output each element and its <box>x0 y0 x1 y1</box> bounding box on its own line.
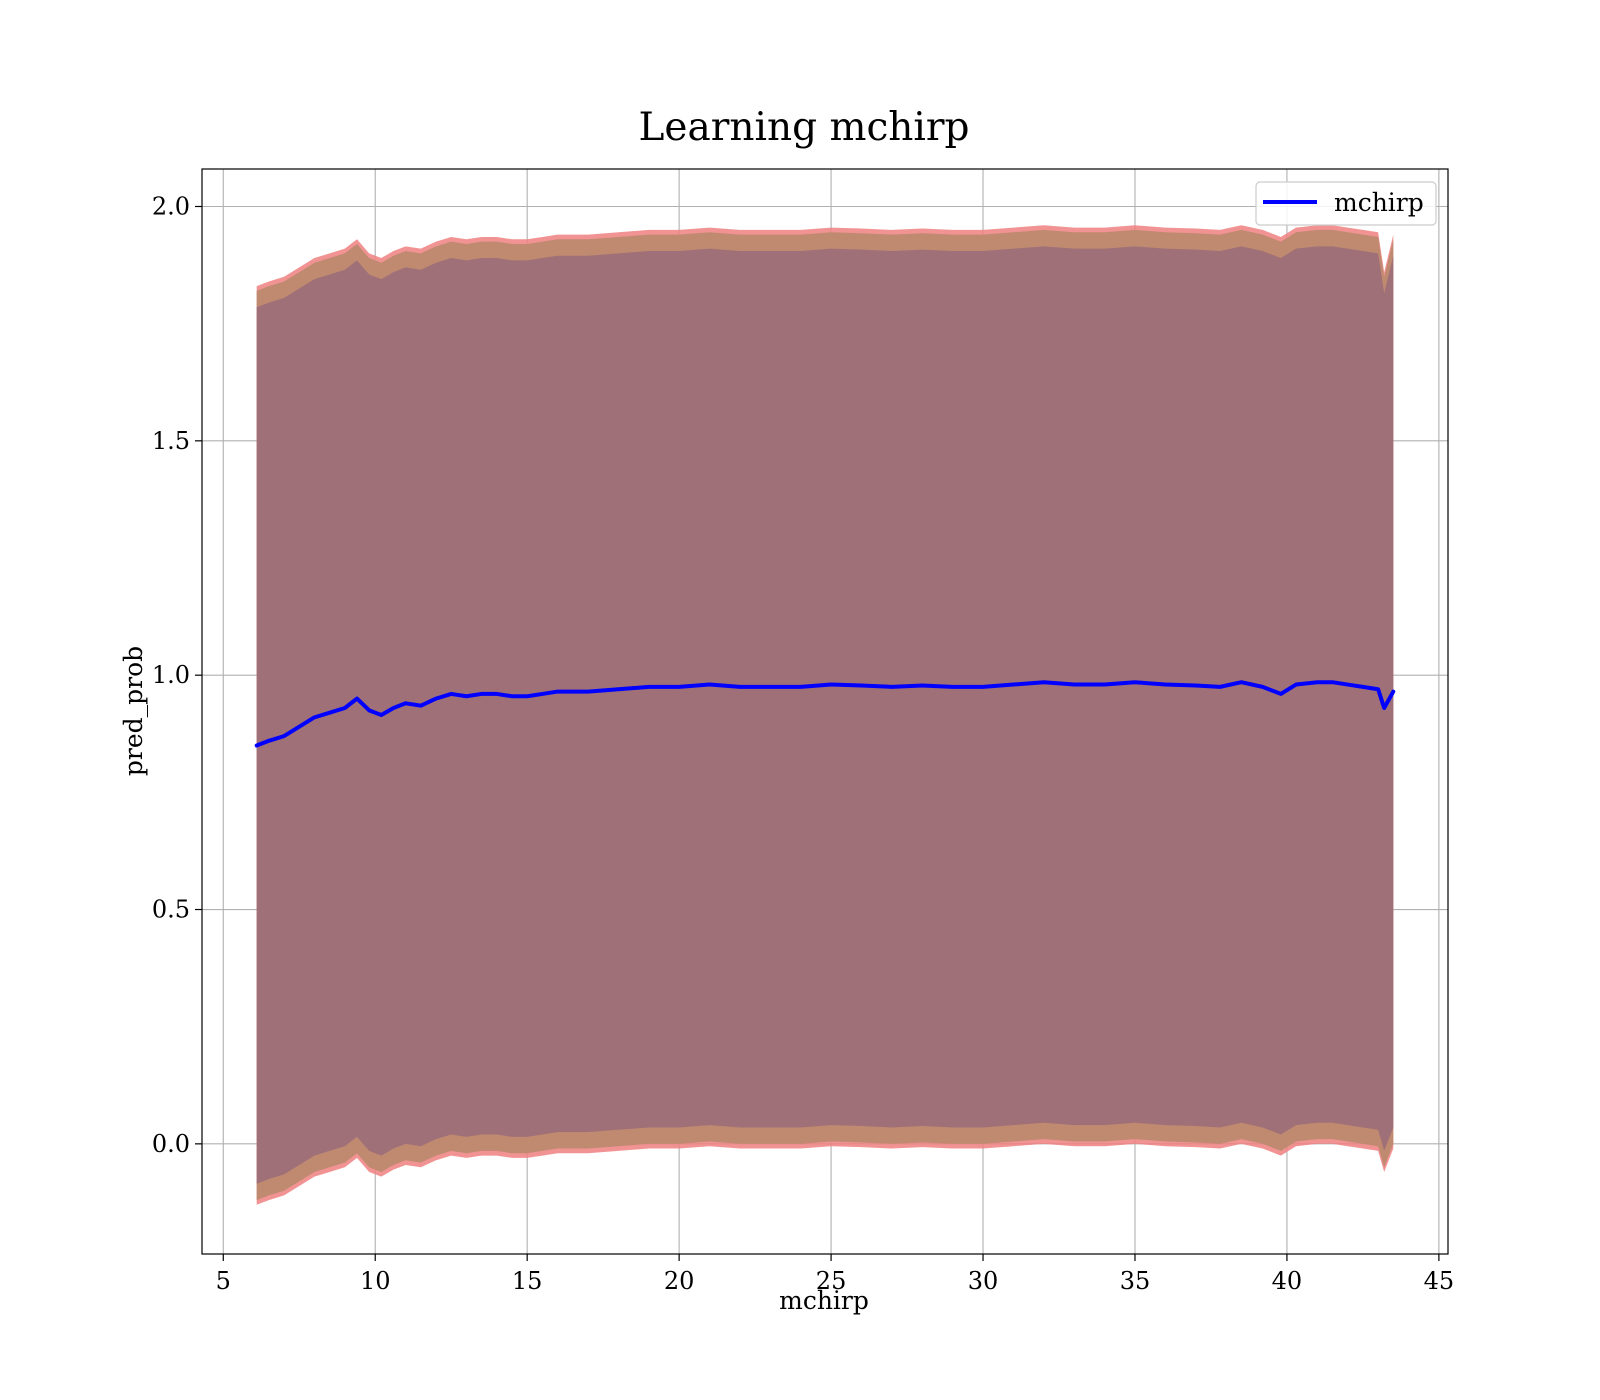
legend: mchirp <box>1255 181 1437 226</box>
x-tick-label: 5 <box>216 1267 231 1295</box>
legend-label-mchirp: mchirp <box>1334 188 1424 217</box>
chart-title: Learning mchirp <box>639 105 970 150</box>
band-layer <box>256 225 1394 1205</box>
y-tick-label: 0.5 <box>152 896 190 924</box>
x-axis-label: mchirp <box>779 1286 869 1315</box>
confidence-band-inner <box>256 246 1394 1184</box>
x-axis-ticks: 5 10 15 20 25 30 35 40 45 <box>216 1254 1455 1295</box>
y-tick-label: 1.5 <box>152 427 190 455</box>
line-layer <box>254 680 1396 748</box>
y-axis-ticks: 0.0 0.5 1.0 1.5 2.0 <box>152 192 202 1158</box>
x-tick-label: 25 <box>816 1267 847 1295</box>
x-tick-label: 15 <box>512 1267 543 1295</box>
y-tick-label: 2.0 <box>152 192 190 220</box>
y-axis-label: pred_prob <box>119 646 148 776</box>
x-tick-label: 45 <box>1424 1267 1455 1295</box>
plot-frame <box>201 168 1449 1255</box>
series-line-mchirp <box>254 680 1396 748</box>
legend-box <box>1255 181 1437 226</box>
x-tick-label: 20 <box>664 1267 695 1295</box>
x-tick-label: 10 <box>360 1267 391 1295</box>
y-tick-label: 0.0 <box>152 1130 190 1158</box>
x-tick-label: 40 <box>1272 1267 1303 1295</box>
x-tick-label: 30 <box>968 1267 999 1295</box>
y-tick-label: 1.0 <box>152 661 190 689</box>
x-tick-label: 35 <box>1120 1267 1151 1295</box>
